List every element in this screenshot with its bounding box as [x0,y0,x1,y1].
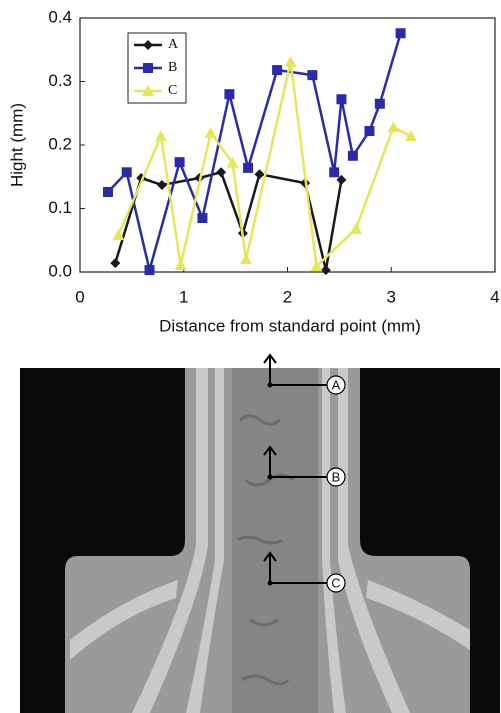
annotation-arrow [263,353,327,386]
marker [336,94,347,105]
x-tick-label: 1 [179,287,188,306]
marker [142,85,154,96]
y-tick-label: 0.0 [48,261,72,280]
legend-label: A [168,37,179,52]
marker [272,65,283,76]
marker [336,174,347,185]
annotation-label: A [332,377,341,392]
y-tick-label: 0.1 [48,198,72,217]
marker [144,265,155,276]
rod [232,368,318,713]
marker [224,89,235,100]
x-tick-label: 3 [387,287,396,306]
marker [121,167,132,178]
marker [154,130,167,142]
annotation-circle [326,375,346,395]
marker [364,126,375,137]
marker [174,157,185,168]
marker [395,28,406,39]
marker [197,213,208,224]
marker [156,180,167,191]
annotation-dot [267,580,273,586]
annotation-label: B [332,469,341,484]
x-tick-label: 0 [75,287,84,306]
y-tick-label: 0.2 [48,134,72,153]
marker [240,253,252,265]
series-line [114,170,343,271]
marker [243,162,254,173]
stripe [338,368,410,713]
x-tick-label: 2 [283,287,292,306]
annotation-arrow [263,551,327,584]
marker [404,130,417,142]
marker [329,167,340,178]
marker [143,63,153,73]
marker [310,260,323,272]
marker [174,259,187,271]
marker [103,186,114,197]
stripe [70,580,178,660]
stripe [132,368,208,713]
marker [374,98,385,109]
marker [307,70,318,81]
annotation-dot [267,474,273,480]
y-tick-label: 0.4 [48,7,72,26]
marker [143,40,153,50]
photo [20,368,500,713]
marker [349,222,362,234]
legend-label: C [168,83,177,98]
stripe [322,368,346,713]
annotation-circle [326,467,346,487]
marker [204,126,217,138]
annotation-dot [267,382,273,388]
marker [347,150,358,161]
marker [216,167,227,178]
y-tick-label: 0.3 [48,71,72,90]
x-axis-label: Distance from standard point (mm) [159,316,421,335]
x-tick-label: 4 [490,287,499,306]
annotation-circle [326,573,346,593]
marker [226,156,239,168]
stripe [186,368,224,713]
marker [112,229,125,241]
marker [284,55,297,67]
marker [254,169,265,180]
annotation-arrow [263,445,327,478]
y-axis-label: Hight (mm) [7,103,26,187]
annotation-label: C [331,575,340,590]
marker [320,265,331,276]
stripe [366,580,470,650]
rod-texture [237,414,294,686]
marker [387,121,400,133]
marker [110,258,121,269]
legend-label: B [168,60,177,75]
